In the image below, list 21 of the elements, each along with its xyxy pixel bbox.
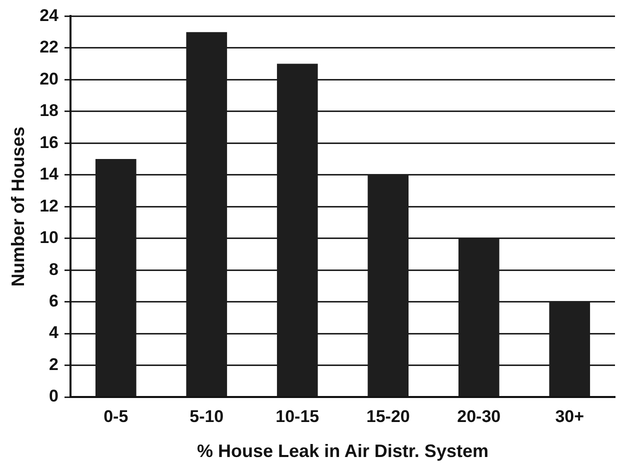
y-tick-label: 4 — [49, 323, 60, 342]
x-tick-label: 10-15 — [276, 406, 320, 426]
y-tick-label: 20 — [40, 69, 59, 88]
y-tick-label: 6 — [49, 291, 59, 310]
x-tick-label: 30+ — [555, 406, 584, 426]
x-tick-label: 5-10 — [190, 406, 224, 426]
x-tick-label: 15-20 — [366, 406, 410, 426]
y-tick-label: 10 — [40, 228, 59, 248]
y-tick-label: 0 — [49, 386, 59, 406]
x-axis-title: % House Leak in Air Distr. System — [197, 441, 488, 462]
y-tick-label: 22 — [40, 38, 59, 57]
x-tick-label: 20-30 — [457, 406, 501, 426]
y-tick-label: 8 — [49, 260, 59, 279]
y-tick-label: 2 — [49, 354, 59, 374]
y-tick-label: 12 — [40, 196, 59, 216]
y-tick-label: 24 — [40, 6, 60, 25]
y-tick-label: 16 — [40, 132, 59, 152]
y-tick-label: 18 — [40, 101, 59, 120]
y-tick-label: 14 — [40, 164, 60, 184]
y-axis-title: Number of Houses — [8, 126, 28, 287]
x-tick-label: 0-5 — [104, 406, 128, 426]
